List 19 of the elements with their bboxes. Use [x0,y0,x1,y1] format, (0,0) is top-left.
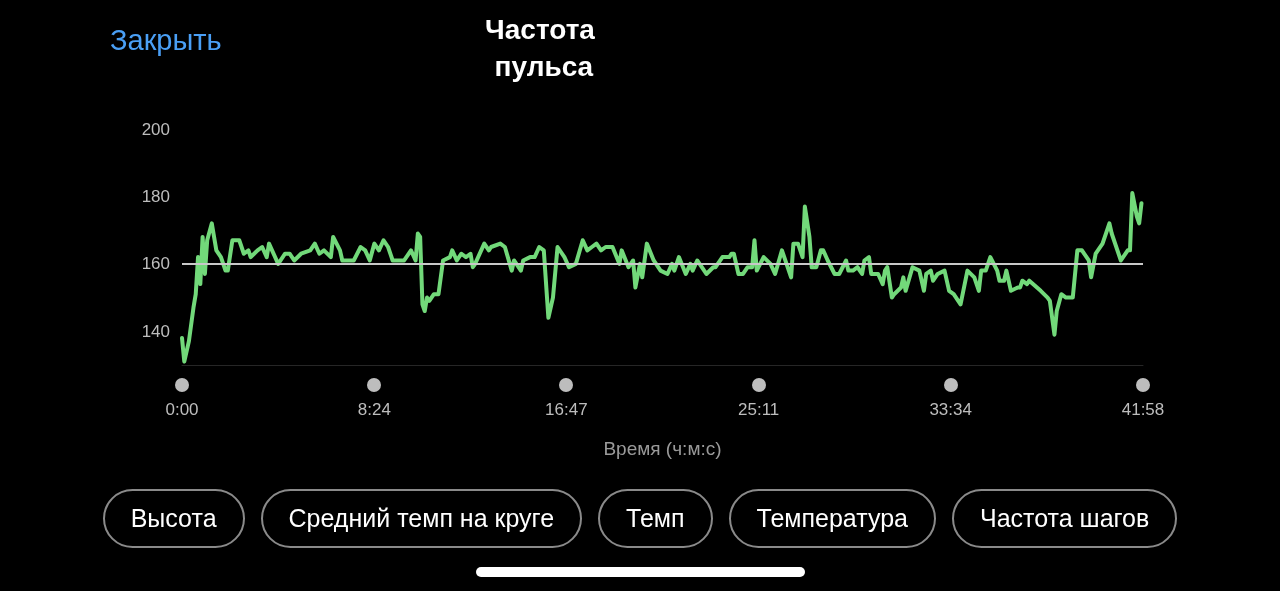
x-tick-label: 0:00 [165,400,199,419]
text: Закрыть [110,24,222,57]
text: Высота [102,489,245,548]
line-series [180,191,1144,364]
y-tick-label: 200 [141,119,170,139]
x-tick-label: 25:11 [738,400,780,419]
chart-title: Частота пульса [485,14,596,82]
y-tick-label: 180 [141,186,170,206]
y-tick-label: 140 [141,321,170,341]
x-tick-label: 41:58 [1121,400,1165,419]
x-tick-label: 33:34 [929,400,972,419]
x-tick-label: 16:47 [545,400,588,419]
x-axis-title: Время (ч:м:с) [603,438,722,459]
text: Температура [728,489,936,548]
text: Темп [598,489,713,548]
x-tick-label: 8:24 [357,400,391,419]
y-tick-label: 160 [141,254,170,274]
text: Частота шагов [951,489,1178,548]
text: Средний темп на круге [260,489,583,548]
